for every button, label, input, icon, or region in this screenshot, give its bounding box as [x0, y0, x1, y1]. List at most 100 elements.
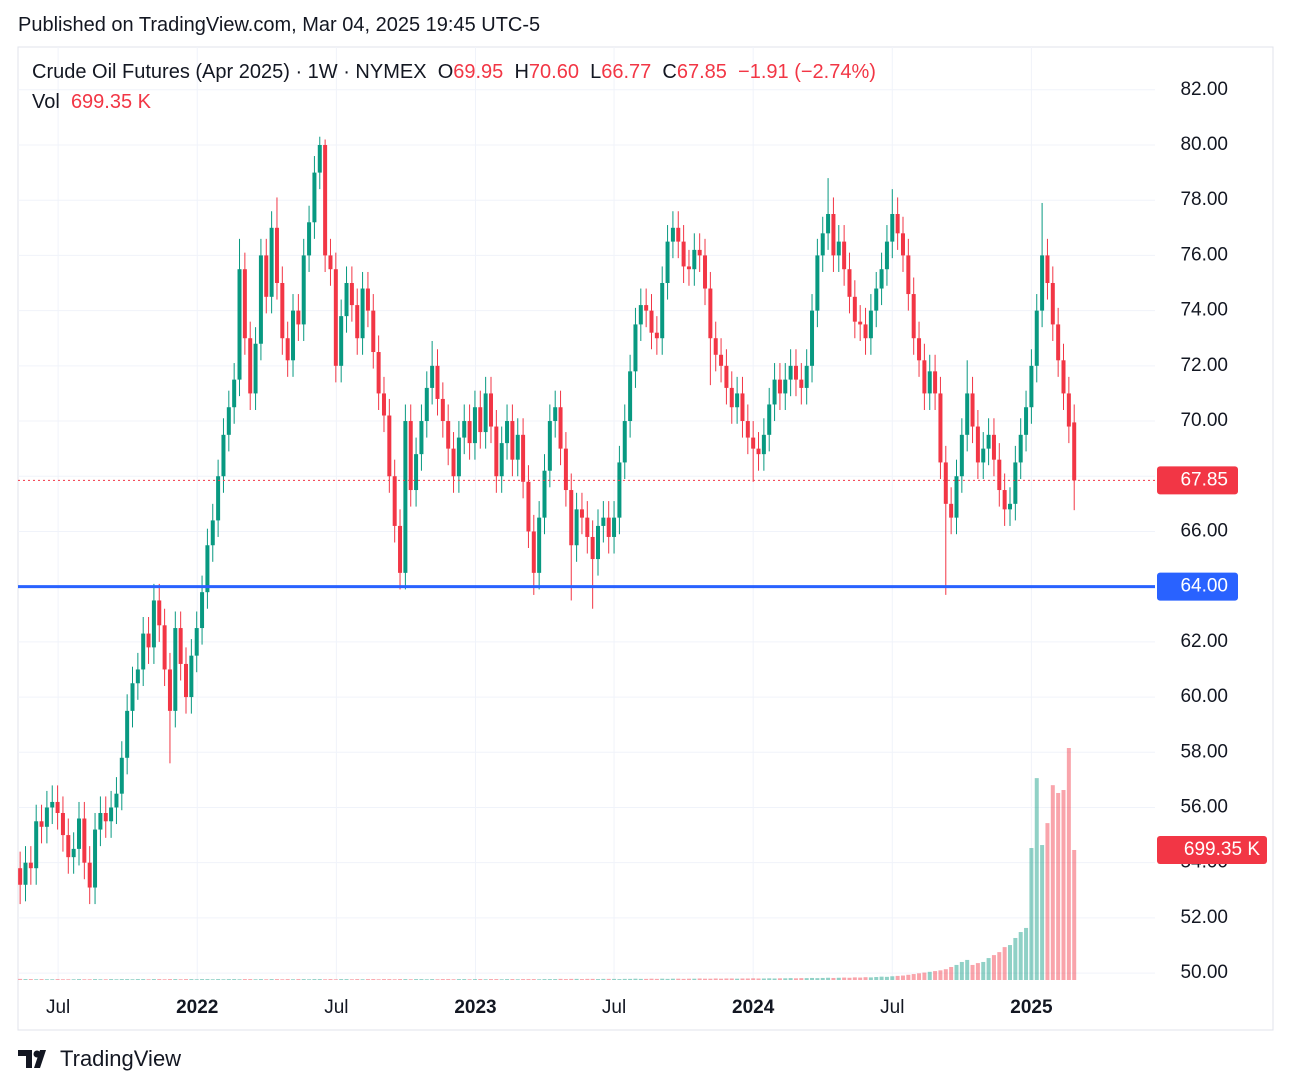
published: Published on TradingView.com, Mar 04, 20…	[18, 14, 541, 36]
volume-bar	[253, 979, 258, 980]
candle-body	[521, 434, 526, 482]
volume-bar	[248, 979, 253, 980]
candle-body	[1040, 255, 1045, 311]
candle-body	[1050, 283, 1055, 325]
candle-body	[708, 288, 713, 339]
volume-bar	[772, 978, 777, 980]
volume-bar	[547, 979, 552, 980]
candle-body	[767, 404, 772, 435]
candle-body	[216, 476, 221, 521]
volume-bar	[633, 978, 638, 980]
volume-bar	[419, 979, 424, 980]
candle-body	[446, 421, 451, 449]
candle-body	[253, 343, 258, 394]
volume-bar	[975, 963, 980, 980]
candle-body	[745, 421, 750, 438]
volume-bar	[472, 979, 477, 980]
volume-bar	[488, 979, 493, 980]
candle-body	[949, 503, 954, 518]
candle-body	[419, 421, 424, 455]
candle-body	[574, 509, 579, 546]
volume-bar	[563, 979, 568, 980]
candle-body	[50, 801, 55, 808]
volume-bar	[703, 978, 708, 980]
candle-body	[606, 517, 611, 537]
volume-bar	[579, 979, 584, 980]
candle-body	[542, 470, 547, 518]
volume-bar	[39, 979, 44, 980]
volume-bar	[130, 979, 135, 980]
volume-bar	[531, 979, 536, 980]
volume-bar	[349, 979, 354, 980]
volume-bar	[724, 978, 729, 980]
volume-bar	[296, 979, 301, 980]
y-tick-label: 58.00	[1180, 741, 1228, 762]
candle-body	[232, 379, 237, 408]
candle-body	[189, 655, 194, 698]
legend: Crude Oil Futures (Apr 2025) · 1W · NYME…	[32, 61, 876, 84]
volume-bar	[783, 978, 788, 980]
x-tick-label: Jul	[880, 997, 904, 1018]
y-tick-label: 78.00	[1180, 189, 1228, 210]
volume-bar	[93, 979, 98, 980]
candle-body	[114, 793, 119, 808]
candle-body	[531, 531, 536, 573]
volume-tag	[1157, 835, 1267, 864]
volume-bar	[927, 971, 932, 980]
candle-body	[167, 669, 172, 711]
candle-body	[676, 227, 681, 242]
volume-bar	[446, 979, 451, 980]
candle-body	[125, 710, 130, 758]
candle-body	[1056, 324, 1061, 361]
volume-bar	[986, 958, 991, 980]
logo	[18, 1050, 46, 1068]
candle-body	[665, 241, 670, 284]
ohlc-c-key: C	[662, 61, 677, 83]
y-tick-label: 62.00	[1180, 631, 1228, 652]
candle-body	[82, 818, 87, 863]
candle-body	[772, 379, 777, 405]
candle-body	[162, 625, 167, 670]
volume-bar	[1045, 823, 1050, 980]
candle-body	[515, 434, 520, 460]
volume-bar	[553, 979, 558, 980]
volume-bar	[521, 979, 526, 980]
candle-body	[1029, 365, 1034, 408]
candle-body	[649, 310, 654, 333]
volume-bar	[167, 979, 172, 980]
x-tick-label: 2025	[1010, 997, 1053, 1018]
candle-body	[724, 365, 729, 388]
candle-body	[1018, 434, 1023, 463]
last-price-tag	[1157, 466, 1238, 495]
volume-bar	[884, 976, 889, 980]
candle-body	[376, 352, 381, 394]
volume-bar	[858, 977, 863, 980]
candle-body	[381, 393, 386, 416]
candle-body	[719, 354, 724, 366]
volume-bar	[815, 978, 820, 980]
candle-body	[933, 371, 938, 394]
volume-bar	[719, 978, 724, 980]
volume-bar	[729, 978, 734, 980]
candle-body	[670, 227, 675, 242]
change: −1.91 (−2.74%)	[738, 61, 876, 83]
volume-bar	[55, 979, 60, 980]
vol-key: Vol	[32, 91, 60, 113]
y-tick-label: 76.00	[1180, 244, 1228, 265]
ohlc-h: 70.60	[528, 61, 579, 83]
candle-body	[1072, 422, 1077, 481]
volume-bar	[1066, 748, 1071, 980]
brand: TradingView	[60, 1046, 182, 1071]
volume-bar	[451, 979, 456, 980]
candle-body	[601, 517, 606, 526]
volume-bar	[612, 978, 617, 980]
candle-body	[617, 462, 622, 518]
volume-bar	[178, 979, 183, 980]
last-price-label: 67.85	[1180, 469, 1228, 490]
candle-body	[483, 393, 488, 433]
volume-bar	[28, 979, 33, 980]
candle-body	[55, 801, 60, 813]
x-tick-label: Jul	[324, 997, 348, 1018]
volume-bar	[617, 979, 622, 980]
candle-body	[954, 476, 959, 518]
